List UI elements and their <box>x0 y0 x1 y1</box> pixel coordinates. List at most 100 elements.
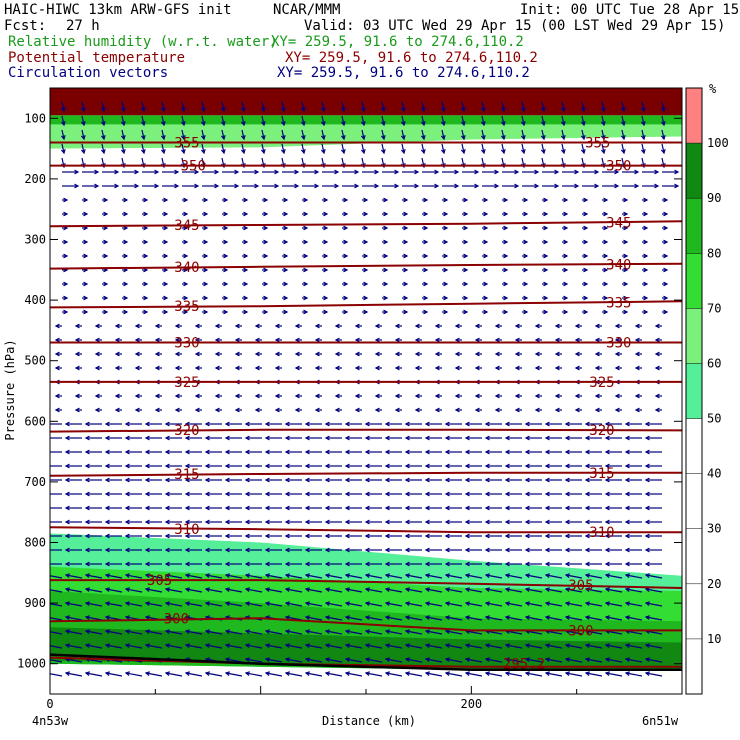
circulation-vector-head <box>504 491 510 497</box>
circulation-vector <box>165 630 183 635</box>
circulation-vector-head <box>204 477 210 483</box>
circulation-vector-head <box>574 183 580 189</box>
circulation-vector-head <box>404 491 410 497</box>
circulation-vector-head <box>244 477 250 483</box>
circulation-vector-head <box>624 491 630 497</box>
circulation-vector-head <box>634 337 640 343</box>
circulation-vector-head <box>114 393 120 399</box>
circulation-vector-head <box>544 435 550 441</box>
circulation-vector-head <box>434 337 440 343</box>
circulation-vector <box>605 602 623 607</box>
circulation-vector-head <box>574 169 580 175</box>
circulation-vector-head <box>164 463 170 469</box>
circulation-vector-head <box>404 587 410 592</box>
circulation-vector <box>81 143 85 154</box>
circulation-vector <box>245 602 263 607</box>
circulation-vector-head <box>46 630 50 634</box>
circulation-vector-head <box>140 135 146 141</box>
circulation-vector-head <box>604 505 610 511</box>
circulation-vector <box>545 588 563 593</box>
circulation-vector-head <box>184 561 190 567</box>
circulation-vector-head <box>164 643 170 648</box>
circulation-vector-head <box>443 267 449 273</box>
circulation-vector <box>645 658 663 663</box>
circulation-vector-head <box>163 211 169 217</box>
circulation-vector-head <box>404 435 410 441</box>
y-tick-label: 600 <box>24 414 46 428</box>
circulation-vector-head <box>364 505 370 511</box>
circulation-vector-head <box>244 547 250 553</box>
circulation-vector-head <box>514 183 520 189</box>
circulation-vector <box>625 602 643 607</box>
circulation-vector-head <box>564 573 570 578</box>
circulation-vector-head <box>344 657 350 662</box>
circulation-vector-head <box>264 573 270 578</box>
circulation-vector-head <box>244 601 250 606</box>
circulation-vector-head <box>414 169 420 175</box>
circulation-vector <box>361 101 365 112</box>
circulation-vector-head <box>60 135 66 141</box>
circulation-vector-head <box>604 421 610 427</box>
circulation-vector-head <box>544 491 550 497</box>
circulation-vector-head <box>264 601 270 606</box>
circulation-vector-head <box>364 547 370 553</box>
circulation-vector-head <box>564 477 570 483</box>
circulation-vector-head <box>154 323 160 329</box>
circulation-vector-head <box>363 281 369 287</box>
circulation-vector-head <box>524 533 530 539</box>
circulation-vector-head <box>534 393 540 399</box>
circulation-vector-head <box>224 671 230 676</box>
circulation-vector-head <box>204 533 210 539</box>
circulation-vector <box>61 101 65 112</box>
circulation-vector-head <box>264 657 270 662</box>
circulation-vector-head <box>344 561 350 567</box>
circulation-vector-head <box>500 107 506 113</box>
circulation-vector <box>461 115 465 126</box>
circulation-vector <box>465 658 483 663</box>
circulation-vector-head <box>594 169 600 175</box>
circulation-vector-head <box>224 587 230 592</box>
circulation-vector-head <box>424 491 430 497</box>
circulation-vector-head <box>84 449 90 455</box>
circulation-vector-head <box>444 671 450 676</box>
circulation-vector-head <box>80 121 86 127</box>
circulation-vector-head <box>634 169 640 175</box>
circulation-vector-head <box>524 505 530 511</box>
circulation-vector-head <box>143 281 149 287</box>
circulation-vector-head <box>643 267 649 273</box>
circulation-vector-head <box>240 107 246 113</box>
vector-field-label: Circulation vectors <box>8 65 168 81</box>
x-start-location: 4n53w <box>32 714 69 728</box>
circulation-vector <box>121 115 125 126</box>
circulation-vector-head <box>604 601 610 606</box>
circulation-vector-head <box>584 643 590 648</box>
circulation-vector-head <box>444 587 450 592</box>
circulation-vector-head <box>594 407 600 413</box>
circulation-vector-head <box>534 169 540 175</box>
circulation-vector <box>505 658 523 663</box>
circulation-vector-head <box>483 239 489 245</box>
circulation-vector <box>625 574 643 579</box>
circulation-vector-head <box>384 629 390 634</box>
theta-contour-label: 320 <box>589 423 614 439</box>
circulation-vector-head <box>543 281 549 287</box>
circulation-vector-head <box>324 463 330 469</box>
circulation-vector-head <box>124 505 130 511</box>
circulation-vector-head <box>594 337 600 343</box>
circulation-vector-head <box>544 421 550 427</box>
circulation-vector <box>485 644 503 649</box>
circulation-vector-head <box>334 323 340 329</box>
circulation-vector <box>101 115 105 126</box>
circulation-vector <box>385 630 403 635</box>
circulation-vector-head <box>324 491 330 497</box>
circulation-vector <box>525 672 543 677</box>
circulation-vector-head <box>504 671 510 676</box>
circulation-vector-head <box>324 505 330 511</box>
circulation-vector-head <box>564 533 570 539</box>
circulation-vector <box>221 129 225 140</box>
circulation-vector-head <box>383 295 389 301</box>
circulation-vector-head <box>94 337 100 343</box>
circulation-vector <box>301 129 305 140</box>
circulation-vector <box>601 129 605 140</box>
colorbar-tick-label: 100 <box>707 136 729 150</box>
